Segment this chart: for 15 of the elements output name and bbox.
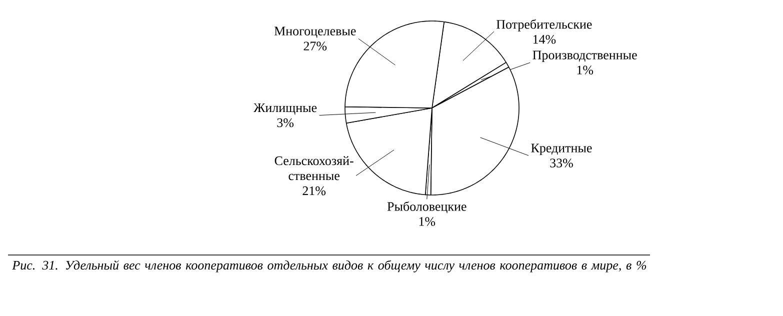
slice-label: Многоцелевые [274,26,356,38]
slice-label: Кредитные [531,144,592,156]
slice-label: Рыболовецкие [387,201,466,214]
data-label: 33% [550,158,573,168]
data-label: 1% [577,66,594,74]
data-label: 3% [277,118,294,128]
slice-label: Производственные [532,50,637,62]
slice-label: Потребительские [496,19,592,32]
text: Рис. 31. Удельный вес членов кооперативов отдельных видов к общему числу членов кооперативов в мире, в % [12,260,646,272]
data-label: 1% [419,217,436,226]
data-label: 21% [302,186,326,196]
slice-label: Сельскохозяй-ственные [274,156,354,180]
data-label: 27% [304,42,327,50]
slice-label: Жилищные [254,103,317,115]
data-label: 14% [533,34,556,44]
